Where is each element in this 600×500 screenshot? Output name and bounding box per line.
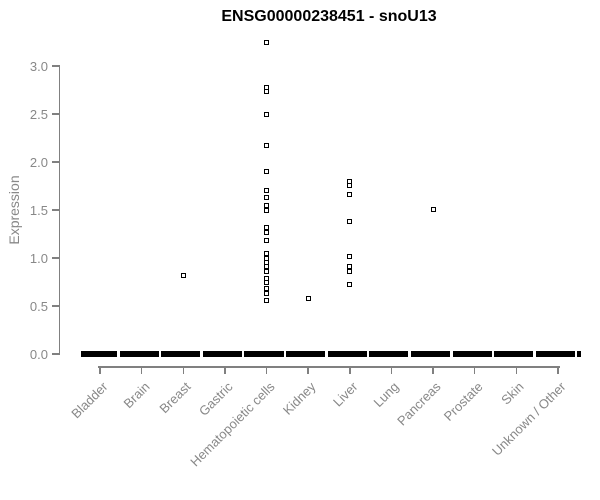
zero-expression-cluster-fragment <box>119 351 124 357</box>
x-axis-tick <box>182 367 185 374</box>
data-point <box>264 268 270 274</box>
data-point <box>264 224 270 230</box>
x-axis-tick <box>349 367 351 374</box>
data-point <box>264 169 270 175</box>
x-axis-tick <box>473 367 476 374</box>
x-axis-tick <box>307 367 309 374</box>
data-point <box>264 250 270 256</box>
zero-expression-cluster-fragment <box>161 351 166 357</box>
data-point <box>347 192 353 198</box>
data-point <box>264 89 270 95</box>
y-axis-tick <box>51 161 59 163</box>
zero-expression-cluster <box>205 351 242 357</box>
data-point <box>347 219 353 225</box>
zero-expression-cluster <box>497 351 534 357</box>
zero-expression-cluster-fragment <box>202 351 207 357</box>
x-axis-line <box>98 366 560 368</box>
x-axis-tick <box>515 367 518 374</box>
zero-expression-cluster <box>538 351 575 357</box>
zero-expression-cluster-fragment <box>535 351 540 357</box>
data-point <box>347 182 353 188</box>
data-point <box>264 291 270 297</box>
data-point <box>347 253 353 259</box>
zero-expression-cluster <box>122 351 159 357</box>
y-tick-label: 2.5 <box>29 106 48 122</box>
y-tick-label: 1.5 <box>29 202 48 218</box>
y-axis-tick <box>51 113 59 115</box>
zero-expression-cluster <box>289 351 326 357</box>
data-point <box>264 195 270 201</box>
chart-title: ENSG00000238451 - snoU13 <box>221 8 437 25</box>
x-axis-tick <box>557 367 559 374</box>
data-point <box>264 264 270 270</box>
data-point <box>264 84 270 90</box>
zero-expression-cluster <box>414 351 451 357</box>
data-point <box>347 268 353 274</box>
y-tick-label: 1.0 <box>29 250 48 266</box>
x-axis-tick <box>265 367 268 374</box>
data-point <box>264 39 270 45</box>
data-point <box>264 286 270 292</box>
y-tick-label: 0.5 <box>29 298 48 314</box>
data-point <box>347 282 353 288</box>
data-point <box>264 255 270 261</box>
x-axis-tick <box>224 367 226 374</box>
zero-expression-cluster <box>164 351 201 357</box>
zero-expression-cluster <box>330 351 367 357</box>
x-axis-tick <box>99 367 101 374</box>
x-axis-tick <box>432 367 434 374</box>
y-tick-label: 2.0 <box>29 154 48 170</box>
data-point <box>264 238 270 244</box>
y-axis-line <box>58 65 60 355</box>
data-point <box>264 202 270 208</box>
x-axis-tick <box>390 367 393 374</box>
data-point <box>264 207 270 213</box>
data-point <box>264 297 270 303</box>
y-axis-tick <box>51 65 59 67</box>
data-point <box>305 295 311 301</box>
data-point <box>264 229 270 235</box>
zero-expression-cluster-fragment <box>327 351 332 357</box>
x-axis-tick <box>140 367 143 374</box>
zero-expression-cluster <box>247 351 284 357</box>
zero-expression-cluster <box>81 351 117 357</box>
zero-expression-cluster <box>455 351 492 357</box>
y-tick-label: 3.0 <box>29 58 48 74</box>
data-point <box>430 206 436 212</box>
zero-expression-cluster <box>372 351 409 357</box>
zero-expression-cluster-fragment <box>494 351 499 357</box>
zero-expression-cluster-fragment <box>369 351 374 357</box>
data-point <box>264 143 270 149</box>
y-axis-tick <box>51 353 59 355</box>
zero-expression-cluster-fragment <box>244 351 249 357</box>
zero-expression-cluster-fragment <box>286 351 291 357</box>
y-tick-label: 0.0 <box>29 346 48 362</box>
data-point <box>264 279 270 285</box>
y-axis-tick <box>51 305 59 307</box>
data-point <box>264 188 270 194</box>
zero-expression-cluster-fragment <box>410 351 415 357</box>
data-point <box>264 111 270 117</box>
data-point <box>347 264 353 270</box>
y-axis-tick <box>51 257 59 259</box>
zero-expression-cluster-fragment <box>577 351 582 357</box>
data-point <box>180 272 186 278</box>
y-axis-tick <box>51 209 59 211</box>
zero-expression-cluster-fragment <box>452 351 457 357</box>
